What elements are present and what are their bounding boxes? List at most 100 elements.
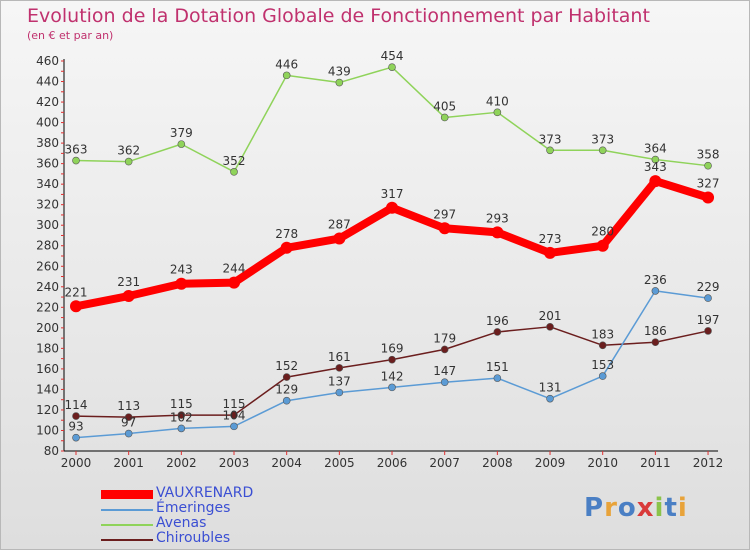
data-label: 115 [223,397,246,411]
data-point [493,374,502,382]
y-tick-label: 260 [36,259,59,273]
y-tick-label: 100 [36,423,59,437]
data-label: 104 [223,408,246,422]
data-label: 183 [591,327,614,341]
x-tick-label: 2001 [113,456,144,470]
data-label: 343 [644,160,667,174]
y-tick-label: 220 [36,300,59,314]
x-tick-label: 2002 [166,456,197,470]
data-point [230,168,238,176]
data-point [177,411,186,419]
data-point [386,201,399,214]
data-point [72,156,80,165]
data-labels: 363 362 379 352 446 439 454 405 410 373 373 364 358 1… [65,49,720,434]
data-point [596,239,609,252]
chart-subtitle: (en € et par an) [27,29,114,42]
x-tick-label: 2003 [219,456,250,470]
data-point [282,396,291,405]
x-tick-label: 2009 [535,456,566,470]
y-tick-label: 200 [36,321,59,335]
y-tick-label: 320 [36,198,59,212]
y-tick-label: 80 [44,444,59,458]
data-label: 280 [591,225,614,239]
x-tick-label: 2010 [587,456,618,470]
data-label: 113 [117,399,140,413]
data-label: 297 [433,207,456,221]
data-label: 169 [381,342,404,356]
x-tick-label: 2007 [429,456,460,470]
data-point [333,232,346,245]
axes: 80 100 120 140 160 180 200 220 240 260 280 300 320 34… [36,54,723,470]
data-point [228,276,241,289]
y-tick-label: 300 [36,218,59,232]
x-tick-label: 2000 [61,456,92,470]
legend-swatch [101,490,153,499]
y-tick-label: 280 [36,239,59,253]
data-label: 229 [697,280,720,294]
data-point [598,146,607,155]
data-point [546,323,554,331]
data-point [440,378,449,387]
brand-text: Proxiti [584,493,688,523]
data-point [702,191,715,204]
data-point [651,338,660,347]
data-label: 317 [381,187,404,201]
data-point [491,226,504,239]
data-label: 405 [433,99,456,113]
data-label: 129 [275,383,298,397]
data-point [651,287,660,295]
y-tick-label: 440 [36,75,59,89]
y-tick-label: 160 [36,362,59,376]
data-label: 278 [275,227,298,241]
data-point [544,246,557,259]
series-lines [70,63,715,442]
data-label: 102 [170,410,193,424]
y-tick-label: 180 [36,341,59,355]
legend-label: Avenas [156,515,207,531]
data-point [598,341,607,350]
data-point [335,364,344,372]
y-tick-label: 400 [36,116,59,130]
legend-label: VAUXRENARD [156,485,254,501]
y-tick-label: 460 [36,54,59,68]
data-label: 243 [170,263,193,277]
data-label: 152 [275,359,298,373]
data-label: 362 [117,144,140,158]
data-point [651,155,660,164]
data-point [598,372,607,380]
data-label: 97 [121,416,136,430]
x-tick-label: 2006 [377,456,408,470]
data-label: 201 [539,309,562,323]
data-label: 273 [539,232,562,246]
data-point [282,71,291,80]
legend-swatch [101,539,153,541]
y-tick-label: 140 [36,382,59,396]
x-tick-label: 2005 [324,456,355,470]
data-label: 364 [644,142,667,156]
x-tick-label: 2011 [640,456,671,470]
data-label: 179 [433,331,456,345]
data-label: 446 [275,57,298,71]
data-label: 196 [486,314,509,328]
data-label: 114 [65,398,88,412]
data-point [546,146,554,155]
data-point [124,413,133,421]
x-tick-label: 2008 [482,456,513,470]
data-label: 186 [644,324,667,338]
data-label: 379 [170,126,193,140]
data-label: 137 [328,375,351,389]
data-point [388,383,396,392]
series-line-avenas [75,66,709,173]
data-label: 93 [68,420,83,434]
data-point [704,327,712,335]
data-label: 327 [697,177,720,191]
data-label: 131 [539,381,562,395]
data-label: 363 [65,143,88,157]
data-label: 221 [65,285,88,299]
data-label: 115 [170,397,193,411]
data-point [704,294,712,302]
data-point [493,108,502,117]
data-point [175,277,188,290]
y-tick-label: 340 [36,177,59,191]
data-label: 439 [328,65,351,79]
